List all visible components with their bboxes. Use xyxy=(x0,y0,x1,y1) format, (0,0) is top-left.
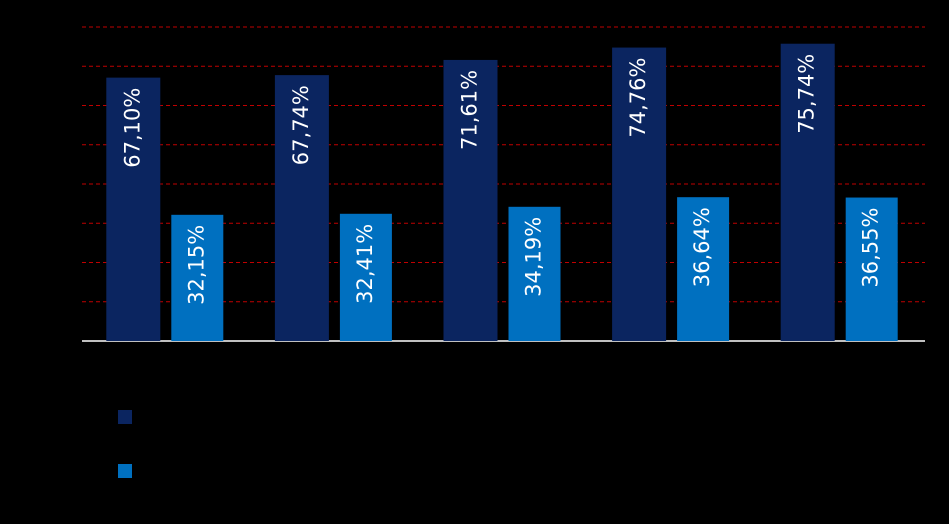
value-label: 32,15% xyxy=(184,225,208,305)
bar xyxy=(677,197,730,341)
legend-swatch xyxy=(118,410,132,424)
value-label: 74,76% xyxy=(626,58,650,138)
value-label: 67,74% xyxy=(289,85,313,165)
value-label: 36,64% xyxy=(690,207,714,287)
bar xyxy=(443,59,498,341)
value-label: 32,41% xyxy=(353,224,377,304)
value-label: 71,61% xyxy=(458,70,482,150)
bar xyxy=(274,75,329,342)
value-label: 75,74% xyxy=(795,54,819,134)
bar xyxy=(106,77,161,341)
bar xyxy=(845,197,898,341)
bar xyxy=(339,213,392,341)
value-label: 67,10% xyxy=(120,88,144,168)
bar xyxy=(171,214,224,341)
legend-swatch xyxy=(118,464,132,478)
bar xyxy=(612,47,667,341)
value-label: 34,19% xyxy=(522,217,546,297)
bar xyxy=(508,206,561,341)
bar xyxy=(780,43,835,342)
value-label: 36,55% xyxy=(859,208,883,288)
